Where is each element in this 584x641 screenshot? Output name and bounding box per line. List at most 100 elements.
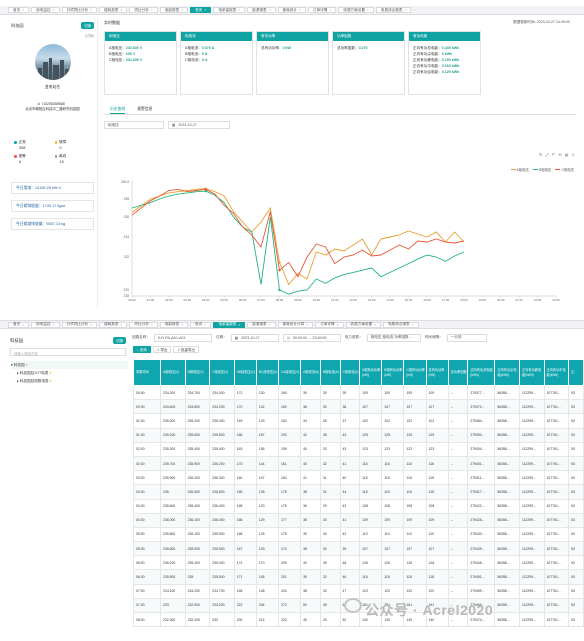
tree-search-input[interactable]: 请输入搜索内容 <box>10 348 126 356</box>
close-icon[interactable]: × <box>204 322 207 327</box>
nav-tab[interactable]: 订单详情 × <box>315 321 344 328</box>
table-cell: 56358... <box>494 555 520 571</box>
metric-card: 有功功率 总有功功率：0 kW <box>256 31 329 95</box>
table-row[interactable]: 02:30 235.700 235.900 236.200 175 144 161 40 32 4… <box>132 455 584 472</box>
close-icon[interactable]: × <box>120 322 123 327</box>
nav-tab[interactable]: 分项同比分析 × <box>61 321 98 328</box>
nav-tab[interactable]: 能耗报表 × <box>99 321 128 328</box>
date-picker[interactable]: ▦ 2023-10-27 <box>168 121 230 129</box>
nav-tab[interactable]: 能源报表 × <box>247 321 276 328</box>
export-button[interactable]: ⇪ 导出 <box>152 346 172 353</box>
close-icon[interactable]: × <box>404 8 407 12</box>
table-row[interactable]: 05:00 235.800 236.100 235.900 168 125 175 39 30 4… <box>132 526 584 543</box>
table-header-cell: 总有功功率(kW) <box>425 359 449 386</box>
close-icon[interactable]: × <box>52 322 55 327</box>
table-cell: 109 <box>381 512 405 528</box>
table-row[interactable]: 05:30 235.600 235.900 235.900 167 133 170 38 30 3… <box>132 541 584 557</box>
table-row[interactable]: 07:00 234.100 234.200 234.700 168 148 204 38 33 4… <box>132 583 584 599</box>
close-icon[interactable]: × <box>120 8 123 12</box>
table-header-cell: 正向有功尖电能(kWh) <box>494 359 520 386</box>
close-icon[interactable]: × <box>181 322 184 327</box>
close-icon[interactable]: × <box>411 322 414 327</box>
nav-tab[interactable]: 用能报表 × <box>159 321 189 328</box>
nav-tab[interactable]: 同比分析 × <box>129 7 158 13</box>
nav-tab[interactable]: 收费方案设置 × <box>338 7 374 13</box>
table-row[interactable]: 04:00 235.600 236.400 236.400 168 120 175 36 29 4… <box>132 498 584 514</box>
table-cell: 201 <box>278 569 302 585</box>
nav-tab[interactable]: 首页 × <box>190 321 212 328</box>
query-button[interactable]: ⌕ 查询 <box>133 346 151 353</box>
nav-tab[interactable]: 用电监控 × <box>31 7 60 13</box>
interval-select[interactable]: 一分钟 <box>446 333 487 342</box>
nav-tab[interactable]: 订单详情 × <box>308 7 337 13</box>
nav-tab[interactable]: 分项同比分析 × <box>61 7 98 13</box>
nav-tab[interactable]: 同比分析 × <box>129 321 158 328</box>
table-row[interactable]: 04:30 236.000 236.100 236.400 166 129 177 38 30 4… <box>132 512 584 528</box>
table-cell: 169 <box>278 384 302 401</box>
close-icon[interactable]: × <box>268 8 271 12</box>
close-icon[interactable]: × <box>238 8 241 12</box>
table-row[interactable]: 02:00 235.200 235.400 235.400 163 156 159 40 33 4… <box>132 441 584 457</box>
nav-tab[interactable]: 电费综合报表 × <box>375 7 412 13</box>
close-icon[interactable]: × <box>22 8 25 12</box>
nav-tab[interactable]: 能耗统计计算 × <box>277 321 314 328</box>
x-tick-label: 01:00 <box>147 298 155 302</box>
close-icon[interactable]: × <box>336 322 339 327</box>
nav-tab[interactable]: 首页 × <box>8 7 30 13</box>
batch-export-button[interactable]: ⇪ 批量导出 <box>173 346 199 353</box>
nav-tab[interactable]: 首页 × <box>190 7 212 13</box>
table-row[interactable]: 00:30 234.400 234.800 234.200 170 132 169 36 30 3… <box>132 399 584 415</box>
nav-tab[interactable]: 能耗统计 × <box>277 7 306 13</box>
device-select[interactable]: KJY-PA-AA1-A01 <box>153 333 212 342</box>
close-icon[interactable]: × <box>268 322 271 327</box>
nav-tab[interactable]: 能耗报表 × <box>99 7 128 13</box>
date-picker-2[interactable]: ▦ 2023-10-27 <box>230 333 279 342</box>
table-cell: 53 <box>568 498 584 514</box>
close-icon[interactable]: × <box>306 322 309 327</box>
close-icon[interactable]: × <box>238 322 241 327</box>
close-icon[interactable]: × <box>181 8 184 12</box>
table-cell: 235.900 <box>184 541 211 557</box>
close-icon[interactable]: × <box>90 322 93 327</box>
close-icon[interactable]: × <box>22 322 25 327</box>
table-row[interactable]: 00:00 234.200 234.700 234.000 172 130 169 39 30 3… <box>132 384 584 401</box>
tree-node[interactable]: ▸ 科技园站测数电表 ● <box>11 377 128 385</box>
close-icon[interactable]: × <box>299 8 301 12</box>
nav-tab[interactable]: 用能报表 × <box>159 7 189 13</box>
nav-tab[interactable]: 能源报表 × <box>247 7 276 13</box>
table-row[interactable]: 03:30 236 236.500 236.500 165 135 175 38 31 44 115… <box>132 484 584 500</box>
nav-tab[interactable]: 收费方案设置 × <box>345 321 382 328</box>
table-cell: 279459... <box>467 583 496 599</box>
close-icon[interactable]: × <box>329 8 332 12</box>
history-tab[interactable]: 报警信息 <box>137 107 153 111</box>
nav-tab[interactable]: 电参量报表 × <box>213 321 246 328</box>
table-row[interactable]: 01:00 235.200 235.200 235.400 149 129 163 34 28 3… <box>132 413 584 429</box>
history-tab[interactable]: 历史曲线 <box>110 107 126 114</box>
nav-tab[interactable]: 用电监控 × <box>31 321 60 328</box>
nav-tab[interactable]: 电费综合报表 × <box>383 321 419 328</box>
table-row[interactable]: 01:30 235.100 235.600 235.600 166 167 190 42 38 4… <box>132 427 584 443</box>
chart-toolbar[interactable]: ↻ ⤢ ↶ ⟲ ▤ ⇩ <box>539 152 576 157</box>
table-cell: 53 <box>568 512 584 528</box>
table-cell: 168 <box>233 526 257 543</box>
close-icon[interactable]: × <box>150 8 153 12</box>
close-icon[interactable]: × <box>90 8 93 12</box>
close-icon[interactable]: × <box>374 322 377 327</box>
time-range-picker[interactable]: ◷ 00:00:00 → 23:59:59 <box>282 333 341 342</box>
close-icon[interactable]: × <box>204 8 207 12</box>
table-row[interactable]: 06:30 235.500 235 235.500 171 145 201 39 32 46 118… <box>132 569 584 585</box>
switch-button-2[interactable]: 切换 <box>113 337 126 344</box>
close-icon[interactable]: × <box>366 8 369 12</box>
switch-button[interactable]: 切换 <box>81 22 94 29</box>
close-icon[interactable]: × <box>150 322 153 327</box>
close-icon[interactable]: × <box>52 8 55 12</box>
table-row[interactable]: 03:00 235.900 236.200 236.300 160 147 164 41 31 4… <box>132 470 584 486</box>
param-multiselect[interactable]: 相电压,相电流,功率因数... <box>366 333 421 342</box>
nav-tab[interactable]: 电参量报表 × <box>213 7 246 13</box>
table-row[interactable]: 06:00 236.100 235.400 235.000 174 170 209 40 39 4… <box>132 555 584 571</box>
table-row[interactable]: 08:00 232.300 232.200 233 200 214 223 45 43 52 140… <box>132 611 584 628</box>
tree-node[interactable]: ▾ 科技园 ● <box>11 361 128 369</box>
param-select[interactable]: 相电压 <box>104 121 164 129</box>
tree-node[interactable]: ▸ 科技园站1OT电表 ● <box>11 369 128 377</box>
nav-tab[interactable]: 首页 × <box>8 321 30 328</box>
